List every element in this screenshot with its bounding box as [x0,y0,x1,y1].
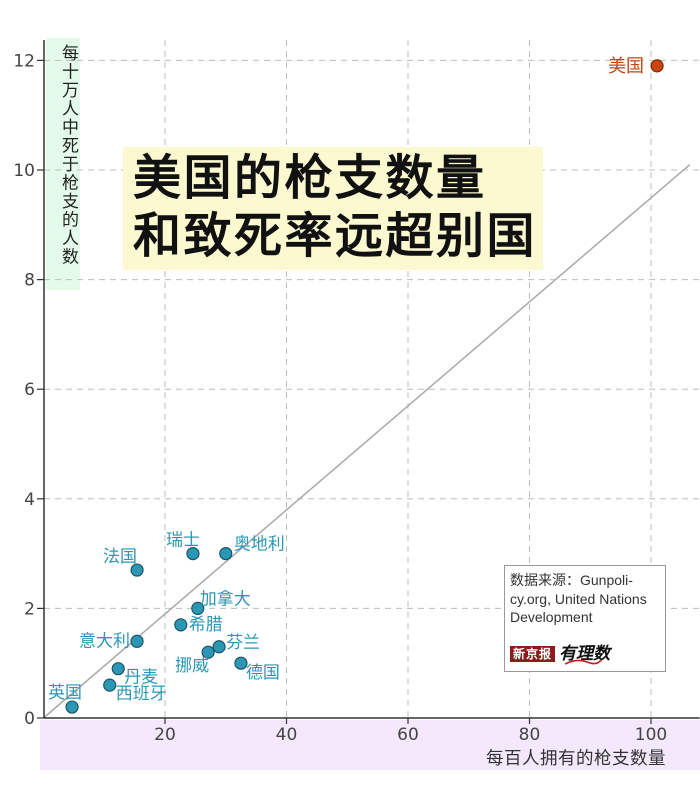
point-label: 英国 [48,683,82,703]
data-point [111,662,125,676]
logo-swoosh-icon [564,659,602,665]
y-tick-label: 6 [24,380,35,400]
data-point [186,546,200,561]
chart-title-line-2: 和致死率远超别国 [133,208,538,264]
x-axis-title-band [40,720,700,770]
y-axis-title: 每十万人中死于枪支的人数 [58,44,78,266]
data-point-highlight [650,59,664,73]
source-line-2: cy.org, United Nations [510,590,647,607]
x-tick-label: 40 [276,725,298,745]
axes [37,40,700,724]
logo-column: 有理数 [559,644,611,665]
y-tick-label: 2 [24,599,35,619]
point-label: 加拿大 [200,588,251,609]
point-label: 美国 [608,56,644,77]
x-axis-title: 每百人拥有的枪支数量 [486,749,666,769]
source-line-3: Development [510,609,593,625]
y-tick-label: 0 [24,709,35,729]
publisher-logo: 新京报 有理数 [510,643,610,665]
chart-title-line-1: 美国的枪支数量 [133,150,487,206]
data-point [234,656,248,670]
x-tick-label: 20 [154,725,176,745]
chart-title: 美国的枪支数量 和致死率远超别国 [123,147,543,270]
data-point [191,601,205,616]
point-label: 奥地利 [234,535,285,555]
point-label: 瑞士 [166,531,200,551]
source-note: 数据来源：Gunpoli- cy.org, United Nations Dev… [504,565,666,672]
logo-column-text: 有理数 [559,644,611,664]
point-label: 德国 [246,663,280,683]
y-tick-label: 12 [13,51,35,71]
y-tick-label: 8 [24,271,35,291]
y-tick-label: 10 [13,161,35,181]
point-label: 丹麦 [124,668,158,688]
y-axis-title-band [46,38,80,290]
x-tick-label: 80 [519,725,541,745]
data-point [130,563,144,577]
tick-labels: 0 2 4 6 8 10 12 20 40 60 80 100 [13,51,667,745]
data-point [201,645,215,659]
x-tick-label: 100 [635,725,667,745]
point-label: 希腊 [189,615,223,635]
data-point [174,618,188,632]
data-point [212,640,226,654]
logo-brand: 新京报 [510,646,556,662]
reference-line [43,163,691,719]
source-line-1: 数据来源：Gunpoli- [510,572,633,588]
x-tick-label: 60 [397,725,419,745]
point-label: 挪威 [175,656,209,676]
data-points [65,59,664,714]
data-point [65,700,79,714]
point-label: 意大利 [79,631,130,651]
data-point [103,678,117,692]
point-label: 西班牙 [116,684,167,704]
point-label: 芬兰 [226,633,260,653]
data-point [219,546,233,561]
y-tick-label: 4 [24,490,35,510]
data-point [130,634,144,648]
point-label: 法国 [103,547,137,567]
